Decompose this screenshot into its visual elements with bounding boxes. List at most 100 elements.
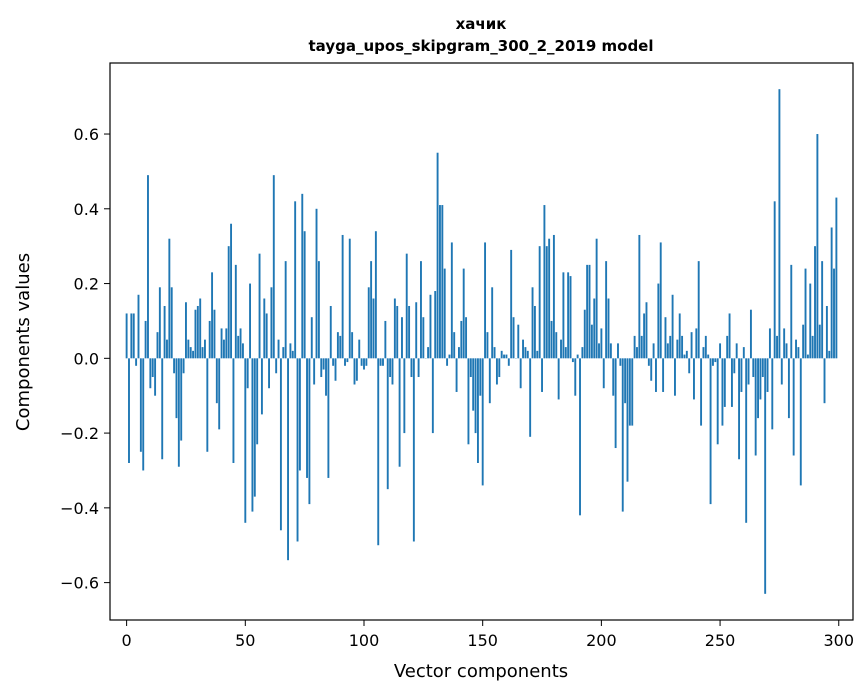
bar-254 — [728, 313, 731, 359]
bar-281 — [792, 358, 795, 456]
bar-195 — [588, 264, 591, 359]
bar-50 — [244, 358, 247, 523]
bar-236 — [685, 350, 688, 359]
bar-287 — [806, 354, 809, 359]
bars-group — [125, 89, 838, 594]
bar-244 — [704, 335, 707, 359]
plot-frame — [109, 62, 854, 621]
bar-151 — [484, 242, 487, 359]
y-tick-label: −0.6 — [60, 574, 99, 593]
bar-29 — [194, 309, 197, 359]
bar-1 — [128, 358, 130, 463]
bar-243 — [702, 347, 705, 359]
bar-89 — [336, 332, 339, 359]
y-axis-ticks: −0.6 −0.4 −0.2 0.0 0.2 0.4 0.6 — [60, 125, 110, 593]
bar-136 — [448, 354, 451, 359]
bar-22 — [177, 358, 180, 467]
bar-121 — [412, 358, 415, 542]
bar-96 — [353, 358, 356, 385]
bar-197 — [593, 298, 596, 359]
bar-68 — [287, 358, 289, 561]
bar-273 — [773, 201, 776, 359]
bar-192 — [581, 347, 584, 359]
bar-56 — [258, 253, 261, 359]
bar-297 — [830, 227, 833, 359]
bar-130 — [434, 291, 437, 359]
bar-69 — [289, 343, 292, 359]
bar-33 — [204, 339, 206, 359]
bar-108 — [382, 358, 384, 366]
bar-75 — [303, 231, 306, 359]
bar-124 — [420, 261, 422, 359]
bar-169 — [526, 350, 529, 359]
bar-82 — [320, 358, 323, 378]
bar-296 — [828, 350, 831, 359]
bar-158 — [500, 350, 503, 359]
bar-100 — [363, 358, 365, 370]
bar-162 — [510, 249, 513, 359]
bar-163 — [512, 317, 515, 359]
bar-16 — [163, 305, 166, 359]
bar-278 — [785, 343, 788, 359]
bar-74 — [301, 193, 304, 359]
bar-203 — [607, 298, 610, 359]
bar-65 — [279, 358, 282, 531]
bar-292 — [818, 324, 821, 359]
bar-109 — [384, 320, 387, 359]
bar-47 — [237, 335, 240, 359]
bar-214 — [633, 335, 636, 359]
bar-238 — [690, 332, 693, 359]
bar-116 — [401, 317, 403, 359]
bar-288 — [809, 283, 812, 359]
bar-250 — [719, 343, 722, 359]
x-tick-label: 100 — [349, 631, 380, 650]
bar-237 — [688, 358, 691, 374]
y-tick-label: 0.6 — [74, 125, 99, 144]
x-tick-label: 300 — [823, 631, 854, 650]
bar-277 — [783, 328, 786, 359]
bar-266 — [757, 358, 759, 419]
bar-241 — [697, 261, 700, 359]
bar-14 — [158, 287, 161, 359]
bar-2 — [130, 313, 133, 359]
bar-63 — [275, 358, 278, 374]
bar-59 — [265, 313, 268, 359]
bar-62 — [272, 175, 275, 359]
bar-71 — [294, 201, 297, 359]
bar-152 — [486, 332, 489, 359]
bar-66 — [282, 347, 285, 359]
bar-275 — [778, 89, 781, 359]
bar-190 — [576, 354, 579, 359]
bar-191 — [579, 358, 581, 516]
x-tick-label: 50 — [235, 631, 255, 650]
bar-113 — [393, 298, 396, 359]
bar-18 — [168, 238, 171, 359]
bar-168 — [524, 347, 527, 359]
bar-114 — [396, 305, 399, 359]
bar-39 — [218, 358, 221, 430]
bar-133 — [441, 205, 444, 359]
bar-20 — [173, 358, 176, 374]
y-tick-label: 0.0 — [74, 349, 99, 368]
bar-253 — [726, 335, 729, 359]
bar-61 — [270, 287, 273, 359]
bar-70 — [291, 350, 294, 359]
x-tick-label: 0 — [122, 631, 132, 650]
bar-120 — [410, 358, 413, 378]
bar-280 — [790, 264, 793, 359]
bar-150 — [481, 358, 484, 486]
bar-258 — [738, 358, 741, 460]
bar-267 — [759, 358, 762, 400]
bar-269 — [764, 358, 767, 594]
bar-186 — [567, 272, 570, 359]
bar-103 — [370, 261, 373, 359]
bar-24 — [182, 358, 185, 374]
bar-279 — [787, 358, 790, 419]
bar-139 — [455, 358, 458, 392]
bar-49 — [241, 343, 244, 359]
bar-230 — [671, 294, 674, 359]
bar-294 — [823, 358, 826, 404]
bar-23 — [180, 358, 183, 441]
bar-123 — [417, 358, 420, 378]
bar-17 — [166, 339, 168, 359]
